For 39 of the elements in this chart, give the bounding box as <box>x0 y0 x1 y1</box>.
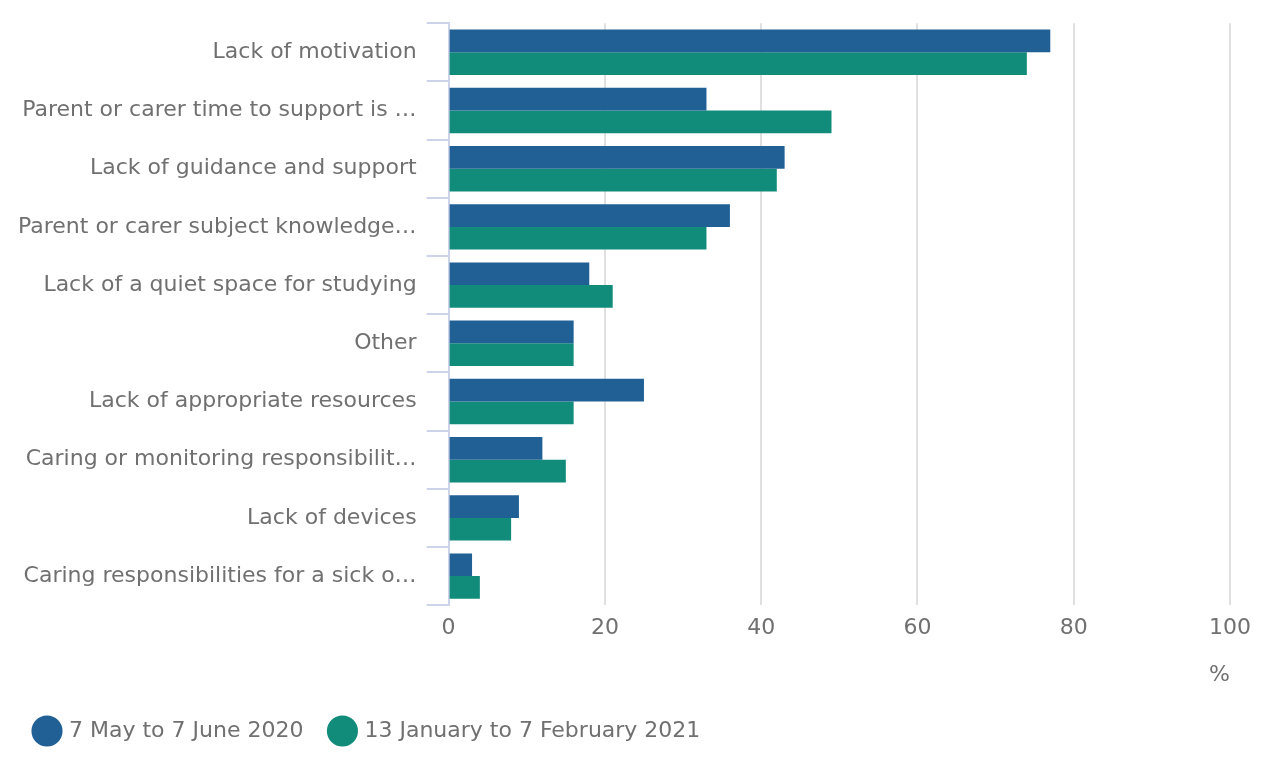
bar <box>449 517 512 541</box>
y-tick-label: Parent or carer time to support is … <box>22 96 417 122</box>
x-tick-label: 20 <box>590 614 619 640</box>
y-tick-label: Other <box>354 329 418 355</box>
legend-label: 13 January to 7 February 2021 <box>364 716 701 742</box>
x-axis-title: % <box>1209 660 1230 686</box>
bar <box>449 401 574 425</box>
bar <box>449 226 707 250</box>
bar <box>449 204 730 227</box>
x-tick-label: 0 <box>441 614 456 640</box>
x-tick-label: 60 <box>903 614 932 640</box>
x-tick-label: 100 <box>1209 614 1251 640</box>
y-tick-label: Lack of motivation <box>212 38 417 64</box>
bar <box>449 343 574 366</box>
y-tick-label: Lack of a quiet space for studying <box>43 270 417 296</box>
bar <box>449 320 574 344</box>
bar <box>449 437 543 460</box>
bar <box>449 553 473 577</box>
bar <box>449 378 644 402</box>
y-tick-label: Lack of devices <box>247 503 417 529</box>
bar <box>449 168 777 192</box>
bar <box>449 262 590 286</box>
y-tick-label: Caring responsibilities for a sick o… <box>23 561 417 587</box>
x-tick-label: 80 <box>1059 614 1088 640</box>
bar <box>449 87 707 111</box>
bar <box>449 110 832 134</box>
y-tick-label: Caring or monitoring responsibilit… <box>25 445 417 471</box>
y-tick-label: Lack of appropriate resources <box>89 387 417 413</box>
bar <box>449 52 1027 75</box>
y-tick-label: Parent or carer subject knowledge… <box>17 212 417 238</box>
bar <box>449 146 785 169</box>
x-tick-label: 40 <box>747 614 776 640</box>
bar <box>449 459 566 483</box>
bar <box>449 285 613 308</box>
legend-label: 7 May to 7 June 2020 <box>69 716 304 742</box>
bar <box>449 29 1051 53</box>
bar <box>449 576 480 599</box>
bar <box>449 495 519 518</box>
y-tick-label: Lack of guidance and support <box>89 154 417 180</box>
